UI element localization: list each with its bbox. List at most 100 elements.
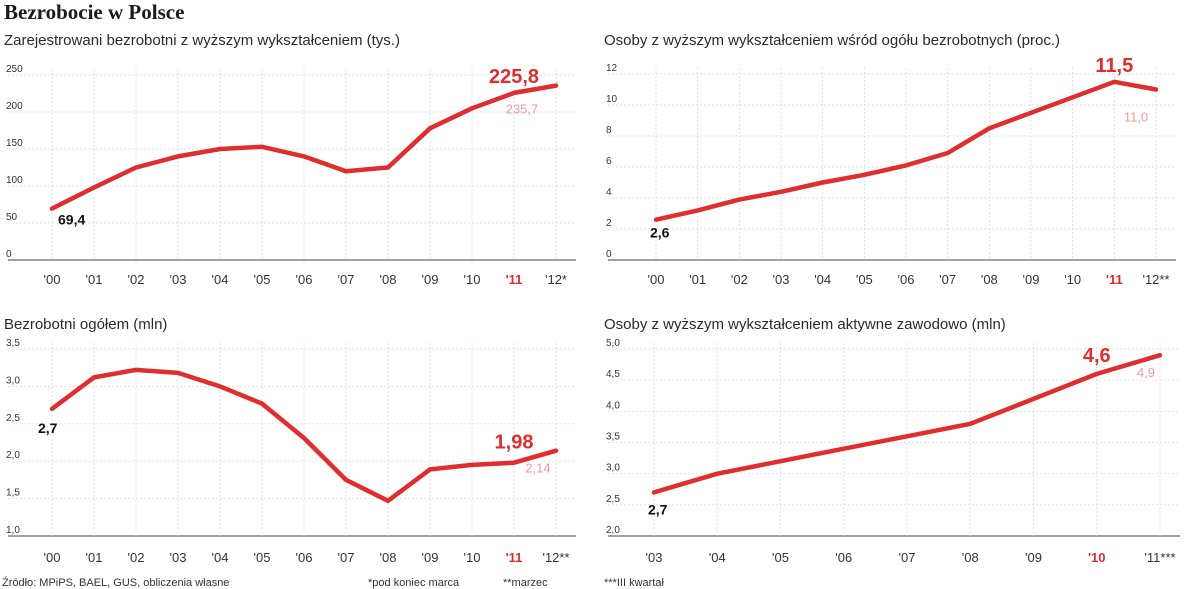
- y-tick-label: 1,5: [6, 488, 20, 499]
- y-tick-label: 0: [6, 249, 12, 260]
- chart-active-graduates: Osoby z wyższym wykształceniem aktywne z…: [604, 316, 1198, 574]
- end-value-label: 4,9: [1137, 365, 1155, 380]
- x-tick-label: '02: [128, 272, 145, 287]
- x-tick-label: '11: [506, 272, 523, 287]
- x-tick-label: '06: [835, 550, 852, 565]
- y-tick-label: 8: [606, 125, 612, 136]
- data-line: [653, 79, 1159, 222]
- chart-title: Osoby z wyższym wykształceniem wśród ogó…: [604, 32, 1060, 49]
- x-tick-label: '01: [86, 550, 103, 565]
- end-value-label: 11,0: [1124, 110, 1148, 125]
- data-point: [176, 154, 180, 158]
- chart-svg: 2,0 2,5 3,0 3,5 4,0 4,5 5,0 '03 '04 '05 '06 '07 '08 '…: [606, 338, 1180, 565]
- x-tick-label: '11***: [1144, 550, 1175, 565]
- data-point: [50, 207, 54, 211]
- x-tick-label: '00: [648, 272, 665, 287]
- footer-note-3: ***III kwartał: [604, 577, 664, 589]
- y-tick-label: 5,0: [606, 338, 620, 349]
- y-tick-label: 150: [6, 138, 23, 149]
- end-value-label: 2,14: [525, 461, 550, 476]
- y-tick-label: 2,5: [606, 494, 620, 505]
- data-point: [302, 154, 306, 158]
- x-tick-label: '07: [899, 550, 916, 565]
- data-point: [1154, 88, 1158, 91]
- data-point: [386, 499, 390, 503]
- y-tick-label: 2,0: [6, 450, 20, 461]
- x-tick-label: '09: [422, 272, 439, 287]
- data-point: [554, 84, 558, 88]
- y-tick-label: 200: [6, 101, 23, 112]
- y-tick-label: 3,0: [6, 375, 20, 386]
- x-tick-label: '05: [254, 550, 271, 565]
- data-point: [92, 375, 96, 379]
- page-title: Bezrobocie w Polsce: [4, 0, 185, 24]
- data-point: [821, 181, 825, 184]
- data-point: [134, 368, 138, 372]
- data-point: [218, 384, 222, 388]
- x-tick-label: '12*: [545, 272, 567, 287]
- x-tick-label: '07: [338, 272, 355, 287]
- first-value-label: 2,7: [38, 420, 58, 436]
- data-point: [470, 106, 474, 110]
- data-point: [176, 371, 180, 375]
- chart-svg: 0 50 100 150 200 250 '00 '01 '02 '03 '04 '05 '06 '07 '…: [6, 64, 576, 287]
- data-point: [968, 422, 972, 426]
- data-point: [218, 147, 222, 151]
- x-tick-label: '08: [962, 550, 979, 565]
- y-tick-label: 12: [606, 63, 618, 74]
- x-tick-label: '11: [1106, 272, 1123, 287]
- data-point: [987, 126, 991, 130]
- data-point: [344, 478, 348, 482]
- chart-svg: 1,0 1,5 2,0 2,5 3,0 3,5 '00 '01 '02 '03 '04 '05 '06 '…: [6, 338, 576, 565]
- data-point: [134, 166, 138, 169]
- data-point: [654, 218, 658, 222]
- x-tick-label: '04: [814, 272, 831, 287]
- data-point: [1112, 80, 1116, 84]
- x-tick-label: '04: [212, 272, 229, 287]
- chart-title: Zarejestrowani bezrobotni z wyższym wyks…: [4, 32, 400, 49]
- x-tick-label: '10: [464, 550, 481, 565]
- data-point: [904, 163, 908, 167]
- x-tick-label: '00: [44, 550, 61, 565]
- y-tick-label: 4,0: [606, 400, 620, 411]
- data-point: [512, 461, 516, 465]
- highlight-value-label: 1,98: [495, 432, 534, 454]
- x-tick-label: '09: [1023, 272, 1040, 287]
- x-tick-label: '04: [709, 550, 726, 565]
- x-tick-label: '08: [981, 272, 998, 287]
- y-tick-label: 2,0: [606, 525, 620, 536]
- data-point: [842, 447, 846, 451]
- highlight-value-label: 4,6: [1083, 345, 1111, 367]
- data-point: [1095, 372, 1099, 376]
- data-point: [260, 145, 264, 149]
- x-tick-label: '09: [1025, 550, 1042, 565]
- data-point: [428, 126, 432, 130]
- data-point: [302, 436, 306, 440]
- data-point: [260, 402, 264, 406]
- data-point: [905, 434, 909, 438]
- y-tick-label: 2,5: [6, 413, 20, 424]
- x-tick-label: '06: [296, 550, 313, 565]
- first-value-label: 2,6: [650, 225, 670, 241]
- data-point: [1032, 397, 1035, 401]
- footer-note-1: *pod koniec marca: [368, 577, 460, 589]
- data-point: [715, 472, 719, 476]
- data-point: [428, 467, 432, 471]
- end-value-label: 235,7: [506, 102, 539, 117]
- data-point: [386, 166, 390, 169]
- x-tick-label: '10: [1088, 550, 1106, 565]
- x-tick-label: '03: [170, 550, 187, 565]
- chart-title: Bezrobotni ogółem (mln): [4, 316, 168, 333]
- y-tick-label: 4,5: [606, 369, 620, 380]
- chart-total-unemployed: Bezrobotni ogółem (mln) 1,0 1,5 2,0 2,5 3,0 3…: [4, 316, 594, 574]
- data-point: [779, 459, 782, 463]
- y-tick-label: 50: [6, 212, 18, 223]
- y-tick-label: 100: [6, 175, 23, 186]
- chart-svg: 0 2 4 6 8 10 12 '00 '01 '02 '03 '04 '05 '06 '07 '08 '09 '…: [606, 55, 1176, 287]
- x-tick-label: '05: [772, 550, 789, 565]
- data-point: [696, 208, 700, 212]
- y-tick-label: 4: [606, 187, 612, 198]
- footer-source: Źródło: MPiPS, BAEL, GUS, obliczenia wła…: [2, 577, 230, 589]
- x-tick-label: '10: [464, 272, 481, 287]
- x-tick-label: '08: [380, 550, 397, 565]
